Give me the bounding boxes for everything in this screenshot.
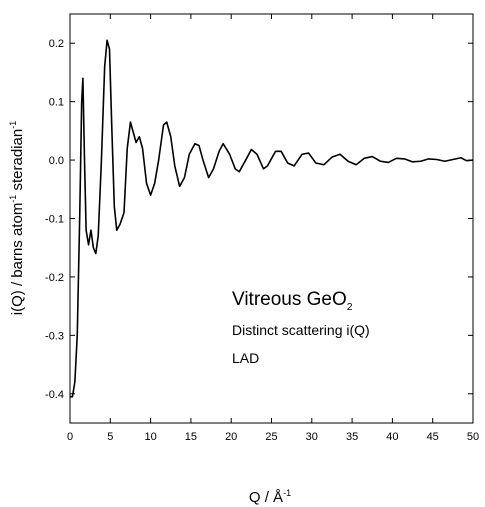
label-text: steradian [9, 129, 26, 195]
x-tick-label: 35 [346, 431, 358, 443]
y-tick-label: 0.1 [49, 97, 64, 109]
annotation: Vitreous GeO2 [232, 289, 353, 313]
plot-frame [69, 13, 474, 424]
annotation-part: Distinct scattering i(Q) [232, 322, 370, 338]
annotation: Distinct scattering i(Q) [232, 322, 370, 338]
y-tick-label: 0.0 [49, 155, 64, 167]
label-text: i(Q) / barns atom [9, 203, 26, 316]
y-tick-label: -0.3 [45, 330, 64, 342]
x-axis-label: Q / Å-1 [249, 488, 291, 506]
x-tick-label: 10 [144, 431, 156, 443]
label-script: -1 [283, 488, 291, 498]
x-tick-label: 5 [107, 431, 113, 443]
annotation-part: Vitreous GeO [232, 289, 347, 310]
y-tick-label: -0.1 [45, 214, 64, 226]
x-tick-label: 45 [427, 431, 439, 443]
y-axis-label: i(Q) / barns atom-1 steradian-1 [8, 121, 26, 315]
y-tick-label: -0.4 [45, 389, 64, 401]
label-text: Q / Å [249, 489, 283, 506]
y-tick-label: 0.2 [49, 38, 64, 50]
annotation-part: LAD [232, 350, 259, 366]
data-line [70, 39, 474, 398]
y-tick-label: -0.2 [45, 272, 64, 284]
x-tick-label: 50 [467, 431, 479, 443]
annotation-part: 2 [347, 302, 353, 313]
label-script: -1 [8, 121, 18, 129]
x-tick-label: 40 [386, 431, 398, 443]
x-tick-label: 0 [67, 431, 73, 443]
x-tick-label: 30 [306, 431, 318, 443]
x-tick-label: 15 [185, 431, 197, 443]
annotation: LAD [232, 350, 259, 366]
label-script: -1 [8, 195, 18, 203]
x-tick-label: 20 [225, 431, 237, 443]
x-tick-label: 25 [265, 431, 277, 443]
